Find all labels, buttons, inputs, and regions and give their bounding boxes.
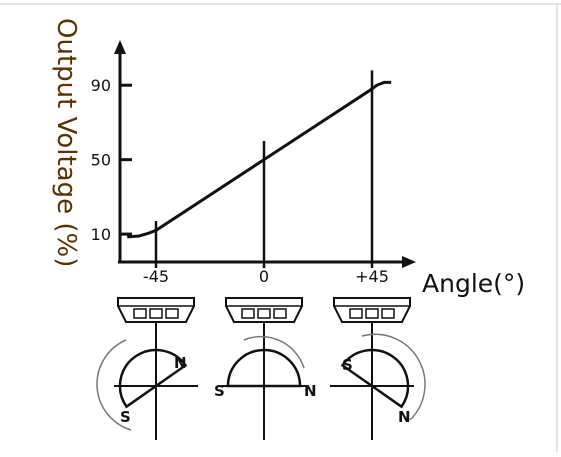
sensor-cell-2--1 [349, 308, 363, 319]
y-tick-label-0: 10 [91, 225, 111, 244]
magnet-0 [118, 348, 188, 409]
pole-label-0-1: S [120, 408, 131, 426]
sensor-cell-1--1 [241, 308, 255, 319]
sensor-0: NS [96, 297, 198, 440]
magnet-2 [340, 348, 410, 409]
x-tick-label-0: -45 [143, 267, 169, 286]
y-axis-arrow [114, 40, 126, 54]
x-axis-label: Angle(°) [422, 269, 525, 298]
y-ticks: 10 50 90 [91, 76, 132, 244]
x-ticks: -45 0 +45 [143, 267, 389, 286]
pole-label-2-0: S [342, 356, 353, 374]
sensors: NSS NSN [96, 297, 426, 440]
sensor-cell-2-0 [365, 308, 379, 319]
sensor-cell-1-1 [273, 308, 287, 319]
magnet-shape-0 [118, 348, 188, 409]
rotation-arrow-0 [96, 339, 132, 431]
angle-reference-lines [154, 70, 374, 268]
sensor-cell-0-0 [149, 308, 163, 319]
pole-label-2-1: N [398, 408, 411, 426]
magnet-1 [226, 348, 302, 388]
pole-label-1-1: N [304, 382, 317, 400]
y-tick-label-2: 90 [91, 76, 111, 95]
magnet-shape-1 [226, 348, 302, 388]
rotation-arrow-2 [361, 333, 426, 421]
sensor-cell-0--1 [133, 308, 147, 319]
y-tick-label-1: 50 [91, 151, 111, 170]
rotation-arrow-1 [243, 335, 305, 369]
y-axis-label: Output Voltage (%) [51, 18, 81, 267]
x-tick-label-2: +45 [355, 267, 389, 286]
magnet-shape-2 [340, 348, 410, 409]
pole-label-0-0: N [174, 354, 187, 372]
x-tick-label-1: 0 [259, 267, 269, 286]
sensor-cell-1-0 [257, 308, 271, 319]
sensor-2: SN [330, 297, 426, 440]
pole-label-1-0: S [214, 382, 225, 400]
sensor-cell-0-1 [165, 308, 179, 319]
series-line [127, 80, 392, 239]
sensor-cell-2-1 [381, 308, 395, 319]
x-axis-arrow [402, 256, 416, 268]
